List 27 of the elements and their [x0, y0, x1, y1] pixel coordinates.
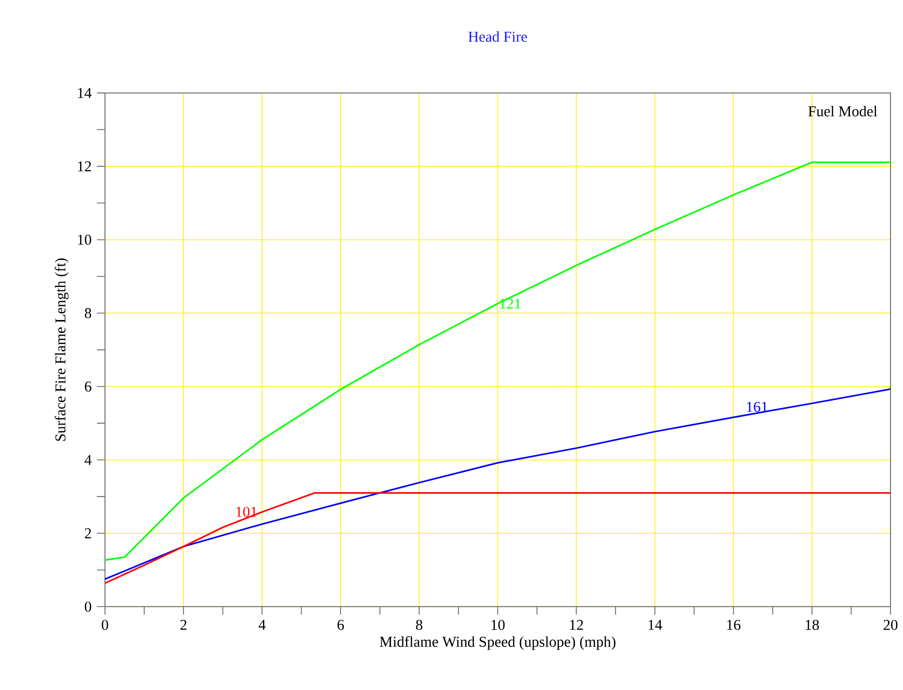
x-tick-label: 2 [180, 620, 186, 630]
y-tick-label: 6 [84, 382, 92, 392]
chart-title: Head Fire [468, 31, 527, 42]
x-tick-label: 10 [492, 620, 505, 630]
series-label: 101 [236, 507, 257, 518]
y-tick-label: 10 [78, 234, 92, 245]
x-tick-label: 4 [258, 620, 266, 630]
y-tick-label: 12 [78, 162, 91, 172]
x-tick-label: 0 [102, 620, 108, 630]
line-series [104, 388, 892, 580]
x-tick-label: 20 [884, 620, 898, 630]
y-tick-label: 0 [84, 602, 92, 612]
x-axis-title: Midflame Wind Speed (upslope) (mph) [380, 636, 616, 650]
x-tick-label: 16 [727, 620, 740, 630]
line-series [104, 162, 892, 562]
y-tick-label: 8 [84, 308, 92, 318]
y-tick-label: 14 [78, 88, 92, 98]
x-tick-label: 12 [570, 620, 583, 630]
x-tick-label: 6 [338, 620, 344, 630]
series-label: 121 [500, 298, 521, 309]
y-axis-title: Surface Fire Flame Length (ft) [54, 258, 69, 441]
y-tick-label: 2 [84, 528, 91, 538]
line-series [104, 492, 892, 584]
y-tick-label: 4 [84, 455, 92, 466]
x-tick-label: 8 [416, 620, 422, 630]
x-tick-label: 14 [648, 620, 662, 630]
x-tick-label: 18 [806, 620, 819, 630]
